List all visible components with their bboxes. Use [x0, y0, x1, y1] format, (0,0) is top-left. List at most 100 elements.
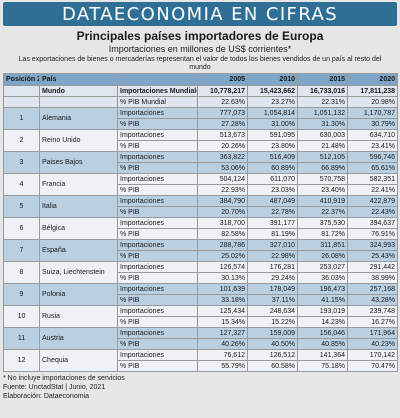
- row-pib-value: 40.85%: [297, 338, 348, 350]
- row-imports-label: Importaciones: [117, 129, 198, 141]
- row-pib-value: 27.28%: [197, 118, 248, 130]
- row-country: Austria: [39, 327, 118, 350]
- row-position: 4: [3, 173, 40, 196]
- world-imports-label: Importaciones Mundiales: [117, 85, 198, 97]
- row-imports-value: 596,746: [347, 151, 398, 163]
- row-pib-value: 81.19%: [247, 228, 298, 240]
- row-imports-value: 253,027: [297, 261, 348, 273]
- world-pib-position: [3, 96, 40, 108]
- row-pib-label: % PIB: [117, 140, 198, 152]
- row-imports-label: Importaciones: [117, 349, 198, 361]
- row-pib-value: 55.79%: [197, 360, 248, 372]
- banner-title: DATAECONOMIA EN CIFRAS: [3, 2, 397, 26]
- row-imports-label: Importaciones: [117, 107, 198, 119]
- row-imports-value: 512,105: [297, 151, 348, 163]
- world-pib-2005: 22.63%: [197, 96, 248, 108]
- world-imports-2020: 17,811,238: [347, 85, 398, 97]
- row-pib-value: 66.89%: [297, 162, 348, 174]
- table-row: 1 Alemania Importaciones 777,073 1,054,814 1,…: [3, 107, 398, 130]
- row-pib-value: 15.34%: [197, 316, 248, 328]
- row-imports-value: 1,054,814: [247, 107, 298, 119]
- row-pib-value: 25.43%: [347, 250, 398, 262]
- row-pib-value: 33.18%: [197, 294, 248, 306]
- row-pib-value: 53.06%: [197, 162, 248, 174]
- row-pib-value: 81.72%: [297, 228, 348, 240]
- row-imports-label: Importaciones: [117, 217, 198, 229]
- table-row: 10 Rusia Importaciones 125,434 248,634 193,01…: [3, 305, 398, 328]
- row-imports-value: 582,351: [347, 173, 398, 185]
- row-pib-value: 22.41%: [347, 184, 398, 196]
- row-pib-label: % PIB: [117, 360, 198, 372]
- row-pib-value: 40.50%: [247, 338, 298, 350]
- world-imports-2015: 16,733,016: [297, 85, 348, 97]
- row-imports-value: 570,758: [297, 173, 348, 185]
- table-row: 4 Francia Importaciones 504,124 611,070 570,7…: [3, 173, 398, 196]
- row-imports-value: 630,003: [297, 129, 348, 141]
- row-pib-value: 40.26%: [197, 338, 248, 350]
- row-position: 8: [3, 261, 40, 284]
- row-imports-label: Importaciones: [117, 239, 198, 251]
- row-pib-label: % PIB: [117, 338, 198, 350]
- row-imports-value: 159,009: [247, 327, 298, 339]
- row-pib-value: 65.61%: [347, 162, 398, 174]
- row-pib-label: % PIB: [117, 162, 198, 174]
- row-imports-value: 141,364: [297, 349, 348, 361]
- row-imports-value: 101,639: [197, 283, 248, 295]
- row-imports-value: 193,019: [297, 305, 348, 317]
- row-imports-value: 156,046: [297, 327, 348, 339]
- row-imports-label: Importaciones: [117, 261, 198, 273]
- row-pib-value: 23.80%: [247, 140, 298, 152]
- row-pib-value: 26.08%: [297, 250, 348, 262]
- row-pib-value: 36.03%: [297, 272, 348, 284]
- row-position: 2: [3, 129, 40, 152]
- table-row: % PIB 22.93% 23.03% 23.40% 22.41%: [4, 184, 398, 196]
- table-row: % PIB 82.58% 81.19% 81.72% 76.91%: [4, 228, 398, 240]
- header-2005: 2005: [197, 73, 248, 86]
- row-imports-value: 591,095: [247, 129, 298, 141]
- row-pib-value: 31.30%: [297, 118, 348, 130]
- row-imports-value: 363,822: [197, 151, 248, 163]
- table-row: 12 Chequia Importaciones 76,612 126,512 141,3…: [3, 349, 398, 372]
- table-row: 7 España Importaciones 288,786 327,010 311,85…: [3, 239, 398, 262]
- row-imports-value: 391,177: [247, 217, 298, 229]
- row-imports-value: 777,073: [197, 107, 248, 119]
- row-country: Reino Unido: [39, 129, 118, 152]
- table-row: 2 Reino Unido Importaciones 513,673 591,095 6…: [3, 129, 398, 152]
- row-pib-value: 31.00%: [247, 118, 298, 130]
- row-pib-value: 22.37%: [297, 206, 348, 218]
- row-imports-value: 422,879: [347, 195, 398, 207]
- row-pib-value: 41.15%: [297, 294, 348, 306]
- row-imports-value: 239,748: [347, 305, 398, 317]
- row-pib-value: 22.43%: [347, 206, 398, 218]
- table-row: 5 Italia Importaciones 384,790 487,049 410,91…: [3, 195, 398, 218]
- row-pib-value: 16.27%: [347, 316, 398, 328]
- row-imports-value: 311,851: [297, 239, 348, 251]
- row-pib-value: 70.47%: [347, 360, 398, 372]
- row-pib-label: % PIB: [117, 316, 198, 328]
- world-imports-row: Mundo Importaciones Mundiales 10,778,217…: [3, 85, 398, 97]
- row-position: 11: [3, 327, 40, 350]
- footnote-note: * No incluye importaciones de servicios: [3, 375, 125, 382]
- row-pib-label: % PIB: [117, 294, 198, 306]
- header-2010: 2010: [247, 73, 298, 86]
- row-imports-value: 291,442: [347, 261, 398, 273]
- page-title: Principales países importadores de Europ…: [76, 29, 324, 43]
- row-country: Alemania: [39, 107, 118, 130]
- row-imports-value: 487,049: [247, 195, 298, 207]
- row-imports-label: Importaciones: [117, 305, 198, 317]
- row-country: Italia: [39, 195, 118, 218]
- row-pib-value: 22.93%: [197, 184, 248, 196]
- row-pib-label: % PIB: [117, 228, 198, 240]
- row-pib-value: 29.24%: [247, 272, 298, 284]
- row-imports-value: 178,049: [247, 283, 298, 295]
- table-row: 11 Austria Importaciones 127,327 159,009 156,…: [3, 327, 398, 350]
- row-imports-label: Importaciones: [117, 173, 198, 185]
- row-country: España: [39, 239, 118, 262]
- row-imports-value: 504,124: [197, 173, 248, 185]
- footnotes: * No incluye importaciones de servicios …: [3, 374, 397, 401]
- row-pib-value: 76.91%: [347, 228, 398, 240]
- world-pib-2015: 22.31%: [297, 96, 348, 108]
- row-country: Paises Bajos: [39, 151, 118, 174]
- row-country: Rusia: [39, 305, 118, 328]
